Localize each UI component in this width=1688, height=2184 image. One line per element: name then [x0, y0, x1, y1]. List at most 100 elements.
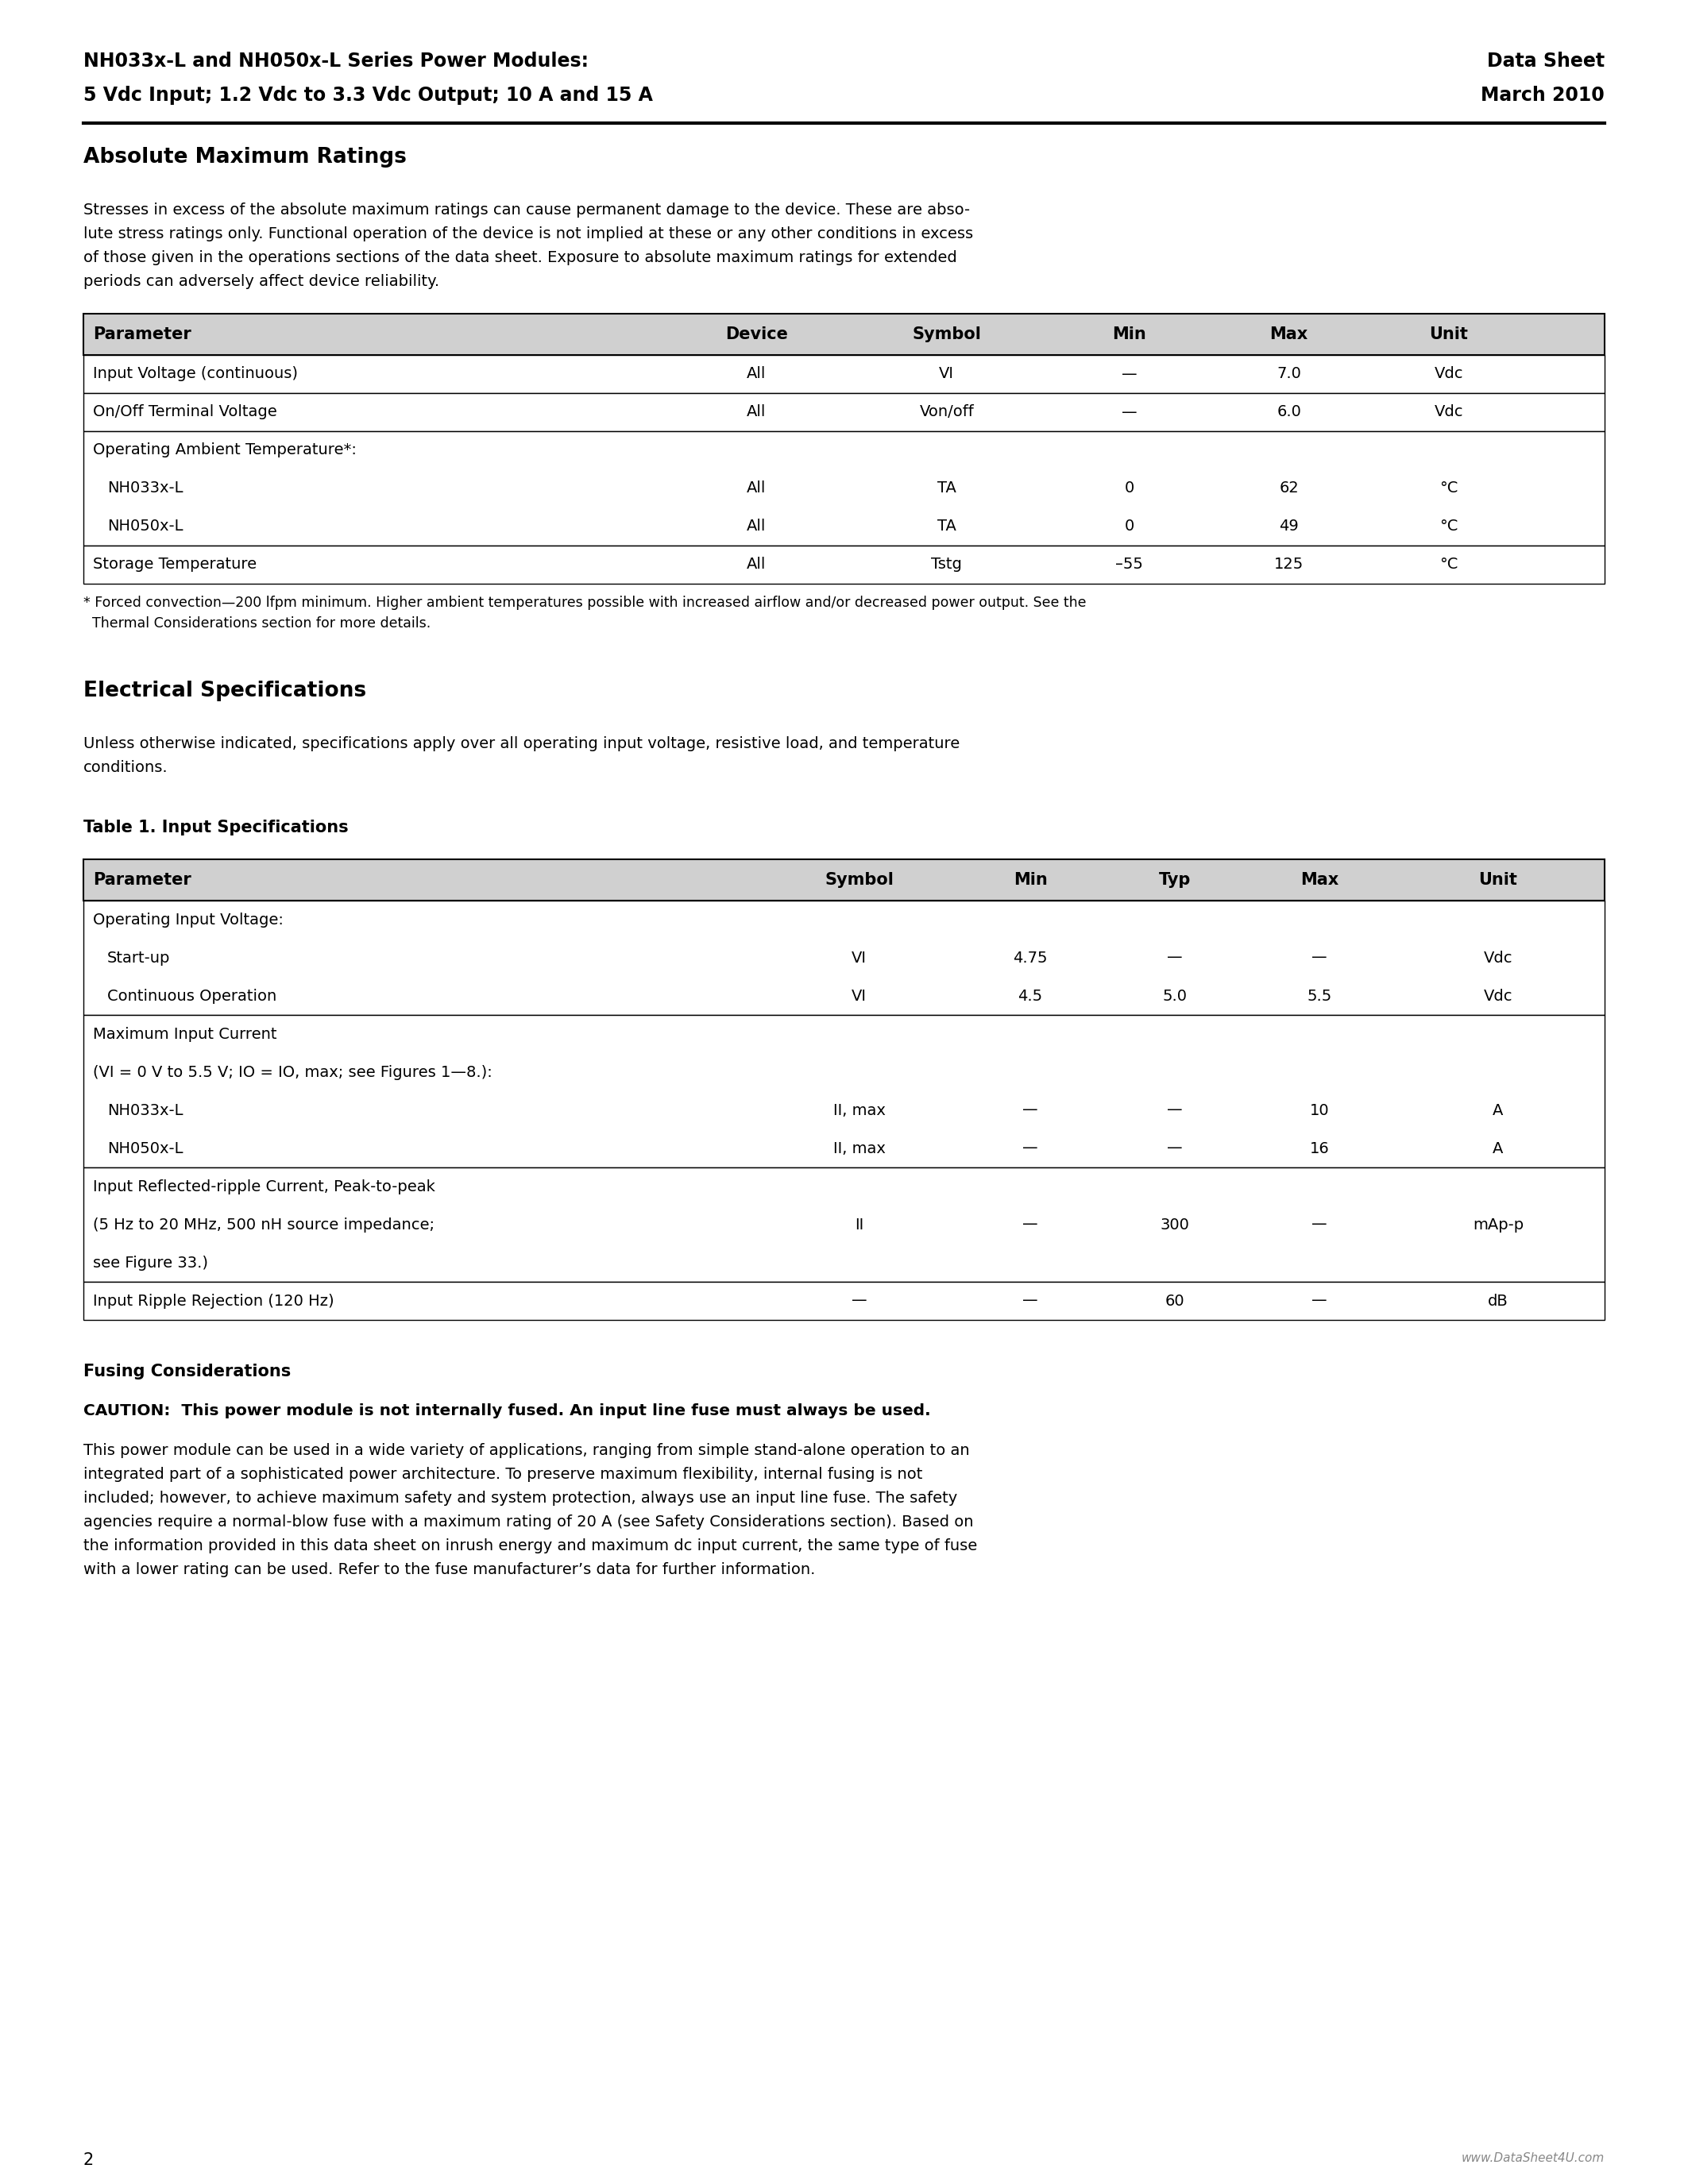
- Text: VI: VI: [939, 367, 954, 382]
- Text: —: —: [1166, 1140, 1183, 1155]
- Text: 0: 0: [1124, 520, 1134, 535]
- Text: lute stress ratings only. Functional operation of the device is not implied at t: lute stress ratings only. Functional ope…: [83, 227, 974, 242]
- Text: Data Sheet: Data Sheet: [1487, 52, 1605, 70]
- Text: see Figure 33.): see Figure 33.): [93, 1256, 208, 1271]
- Text: —: —: [1312, 950, 1327, 965]
- Text: * Forced convection—200 lfpm minimum. Higher ambient temperatures possible with : * Forced convection—200 lfpm minimum. Hi…: [83, 596, 1087, 609]
- Text: —: —: [1121, 367, 1138, 382]
- Text: mAp-p: mAp-p: [1472, 1216, 1524, 1232]
- Text: 60: 60: [1165, 1293, 1185, 1308]
- Text: (VI = 0 V to 5.5 V; IO = IO, max; see Figures 1—8.):: (VI = 0 V to 5.5 V; IO = IO, max; see Fi…: [93, 1064, 493, 1079]
- Text: 4.75: 4.75: [1013, 950, 1048, 965]
- Text: agencies require a normal-blow fuse with a maximum rating of 20 A (see Safety Co: agencies require a normal-blow fuse with…: [83, 1514, 974, 1529]
- Text: Unit: Unit: [1479, 871, 1518, 889]
- Text: Max: Max: [1269, 325, 1308, 343]
- Text: Unit: Unit: [1430, 325, 1469, 343]
- Text: —: —: [1166, 950, 1183, 965]
- Text: 2: 2: [83, 2151, 95, 2169]
- Text: Thermal Considerations section for more details.: Thermal Considerations section for more …: [83, 616, 430, 631]
- Text: Stresses in excess of the absolute maximum ratings can cause permanent damage to: Stresses in excess of the absolute maxim…: [83, 203, 971, 218]
- Text: March 2010: March 2010: [1480, 85, 1605, 105]
- Text: 6.0: 6.0: [1276, 404, 1301, 419]
- Text: included; however, to achieve maximum safety and system protection, always use a: included; however, to achieve maximum sa…: [83, 1492, 957, 1505]
- Text: All: All: [746, 520, 766, 535]
- Text: All: All: [746, 367, 766, 382]
- Text: Typ: Typ: [1160, 871, 1192, 889]
- Text: —: —: [1121, 404, 1138, 419]
- Text: Maximum Input Current: Maximum Input Current: [93, 1026, 277, 1042]
- Bar: [83, 1282, 1605, 1319]
- Text: °C: °C: [1440, 520, 1458, 535]
- Text: –55: –55: [1116, 557, 1143, 572]
- Bar: [83, 314, 1605, 356]
- Text: NH033x-L and NH050x-L Series Power Modules:: NH033x-L and NH050x-L Series Power Modul…: [83, 52, 589, 70]
- Text: Absolute Maximum Ratings: Absolute Maximum Ratings: [83, 146, 407, 168]
- Text: 5.0: 5.0: [1163, 989, 1187, 1002]
- Text: —: —: [851, 1293, 868, 1308]
- Text: —: —: [1166, 1103, 1183, 1118]
- Text: —: —: [1312, 1216, 1327, 1232]
- Text: Input Reflected-ripple Current, Peak-to-peak: Input Reflected-ripple Current, Peak-to-…: [93, 1179, 436, 1195]
- Text: NH050x-L: NH050x-L: [108, 1140, 182, 1155]
- Bar: [83, 546, 1605, 583]
- Text: NH033x-L: NH033x-L: [108, 1103, 182, 1118]
- Text: Vdc: Vdc: [1484, 989, 1512, 1002]
- Text: Fusing Considerations: Fusing Considerations: [83, 1363, 290, 1380]
- Text: 16: 16: [1310, 1140, 1328, 1155]
- Text: A: A: [1492, 1103, 1504, 1118]
- Bar: [83, 393, 1605, 430]
- Text: of those given in the operations sections of the data sheet. Exposure to absolut: of those given in the operations section…: [83, 251, 957, 264]
- Text: °C: °C: [1440, 480, 1458, 496]
- Text: —: —: [1023, 1216, 1038, 1232]
- Bar: [83, 1016, 1605, 1168]
- Text: 0: 0: [1124, 480, 1134, 496]
- Text: Vdc: Vdc: [1435, 404, 1463, 419]
- Text: A: A: [1492, 1140, 1504, 1155]
- Bar: [83, 900, 1605, 1016]
- Text: II, max: II, max: [834, 1103, 886, 1118]
- Text: Operating Ambient Temperature*:: Operating Ambient Temperature*:: [93, 443, 356, 459]
- Text: conditions.: conditions.: [83, 760, 169, 775]
- Text: On/Off Terminal Voltage: On/Off Terminal Voltage: [93, 404, 277, 419]
- Text: CAUTION:  This power module is not internally fused. An input line fuse must alw: CAUTION: This power module is not intern…: [83, 1404, 930, 1417]
- Text: —: —: [1023, 1103, 1038, 1118]
- Bar: [83, 430, 1605, 546]
- Text: Symbol: Symbol: [825, 871, 893, 889]
- Text: (5 Hz to 20 MHz, 500 nH source impedance;: (5 Hz to 20 MHz, 500 nH source impedance…: [93, 1216, 434, 1232]
- Text: Min: Min: [1013, 871, 1047, 889]
- Text: integrated part of a sophisticated power architecture. To preserve maximum flexi: integrated part of a sophisticated power…: [83, 1468, 923, 1483]
- Text: Parameter: Parameter: [93, 325, 191, 343]
- Text: 125: 125: [1274, 557, 1303, 572]
- Text: 5.5: 5.5: [1307, 989, 1332, 1002]
- Text: 49: 49: [1280, 520, 1298, 535]
- Text: Symbol: Symbol: [912, 325, 981, 343]
- Bar: [83, 858, 1605, 900]
- Text: with a lower rating can be used. Refer to the fuse manufacturer’s data for furth: with a lower rating can be used. Refer t…: [83, 1562, 815, 1577]
- Text: Vdc: Vdc: [1484, 950, 1512, 965]
- Bar: [83, 356, 1605, 393]
- Text: NH050x-L: NH050x-L: [108, 520, 182, 535]
- Text: Von/off: Von/off: [920, 404, 974, 419]
- Text: TA: TA: [937, 480, 955, 496]
- Text: II, max: II, max: [834, 1140, 886, 1155]
- Text: Table 1. Input Specifications: Table 1. Input Specifications: [83, 819, 348, 836]
- Text: Storage Temperature: Storage Temperature: [93, 557, 257, 572]
- Text: Parameter: Parameter: [93, 871, 191, 889]
- Text: All: All: [746, 557, 766, 572]
- Text: 300: 300: [1160, 1216, 1190, 1232]
- Text: 7.0: 7.0: [1276, 367, 1301, 382]
- Text: VI: VI: [852, 950, 866, 965]
- Text: VI: VI: [852, 989, 866, 1002]
- Text: All: All: [746, 404, 766, 419]
- Text: 5 Vdc Input; 1.2 Vdc to 3.3 Vdc Output; 10 A and 15 A: 5 Vdc Input; 1.2 Vdc to 3.3 Vdc Output; …: [83, 85, 653, 105]
- Text: dB: dB: [1487, 1293, 1509, 1308]
- Text: Start-up: Start-up: [108, 950, 170, 965]
- Text: °C: °C: [1440, 557, 1458, 572]
- Text: All: All: [746, 480, 766, 496]
- Bar: [83, 1168, 1605, 1282]
- Text: www.DataSheet4U.com: www.DataSheet4U.com: [1462, 2151, 1605, 2164]
- Text: Input Voltage (continuous): Input Voltage (continuous): [93, 367, 297, 382]
- Text: II: II: [854, 1216, 864, 1232]
- Text: Device: Device: [726, 325, 788, 343]
- Text: —: —: [1312, 1293, 1327, 1308]
